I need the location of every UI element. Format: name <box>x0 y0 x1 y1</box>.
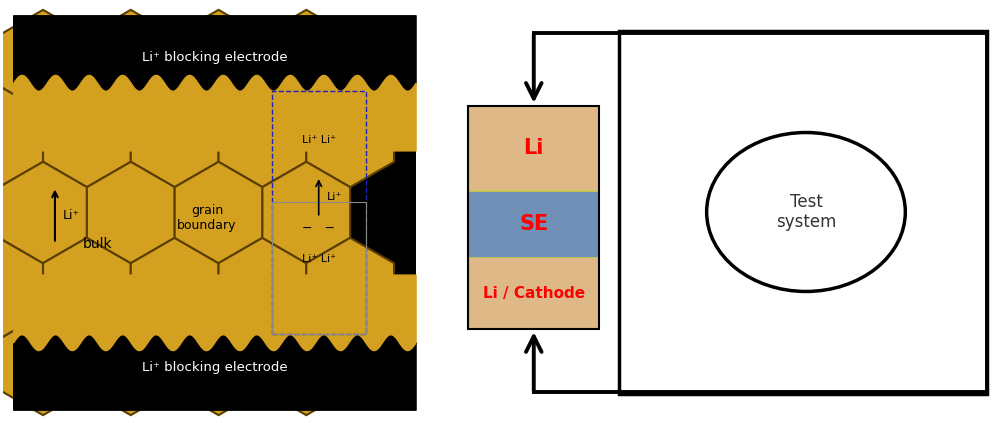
Text: Test
system: Test system <box>776 192 836 231</box>
Polygon shape <box>218 238 306 339</box>
Bar <box>468 106 600 191</box>
Text: Li⁺ Li⁺: Li⁺ Li⁺ <box>301 135 335 145</box>
Polygon shape <box>306 86 394 187</box>
Bar <box>468 258 600 329</box>
Polygon shape <box>87 162 174 263</box>
Text: Li⁺ blocking electrode: Li⁺ blocking electrode <box>141 50 287 63</box>
Polygon shape <box>43 86 131 187</box>
Text: SE: SE <box>520 214 549 234</box>
Polygon shape <box>174 162 262 263</box>
Polygon shape <box>218 86 306 187</box>
Text: bulk: bulk <box>83 236 112 250</box>
Polygon shape <box>131 238 218 339</box>
Text: −   −: − − <box>302 222 335 234</box>
Text: Li⁺: Li⁺ <box>326 192 342 202</box>
Polygon shape <box>87 10 174 111</box>
Ellipse shape <box>707 132 905 291</box>
Polygon shape <box>0 238 43 339</box>
Text: Li⁺: Li⁺ <box>63 209 80 222</box>
Text: grain
boundary: grain boundary <box>177 204 236 232</box>
Polygon shape <box>174 314 262 415</box>
Text: Li⁺ Li⁺: Li⁺ Li⁺ <box>301 254 335 264</box>
Polygon shape <box>0 10 87 111</box>
Bar <box>271 202 366 334</box>
Polygon shape <box>174 10 262 111</box>
Polygon shape <box>306 238 394 339</box>
Text: Li⁺ blocking electrode: Li⁺ blocking electrode <box>141 362 287 374</box>
Polygon shape <box>0 162 87 263</box>
Polygon shape <box>0 86 43 187</box>
Polygon shape <box>262 10 350 111</box>
Polygon shape <box>87 314 174 415</box>
Text: Li: Li <box>524 138 544 158</box>
Polygon shape <box>131 86 218 187</box>
Bar <box>271 91 366 334</box>
Polygon shape <box>262 314 350 415</box>
Bar <box>13 31 415 394</box>
Bar <box>468 191 600 258</box>
Polygon shape <box>43 238 131 339</box>
Polygon shape <box>0 314 87 415</box>
Polygon shape <box>262 162 350 263</box>
Text: Li / Cathode: Li / Cathode <box>482 286 585 301</box>
Bar <box>620 31 987 394</box>
Bar <box>468 106 600 329</box>
